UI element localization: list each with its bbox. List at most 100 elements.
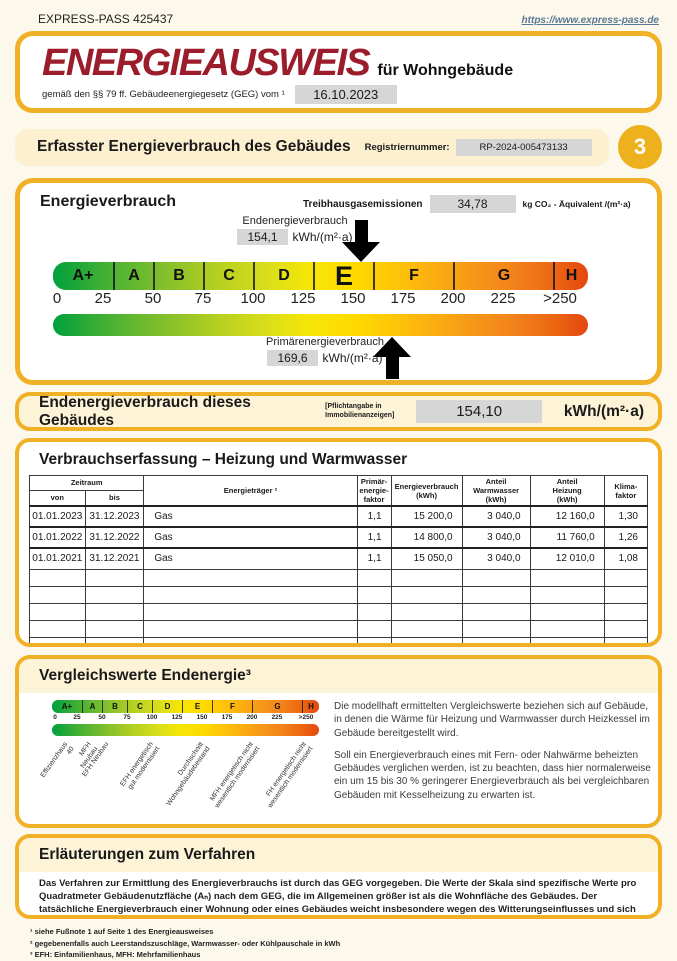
primary-energy-value-row: 169,6 kWh/(m²·a) <box>185 350 465 366</box>
col-header-bis: bis <box>84 489 145 507</box>
ghg-value-field: 34,78 <box>429 195 516 213</box>
col-header-warmwasser: Anteil Warmwasser (kWh) <box>461 475 531 507</box>
comparison-values-box: Vergleichswerte Endenergie³ A+ A B C D E… <box>15 655 662 828</box>
comparison-gradient-bar <box>52 724 319 736</box>
table-row: 01.01.2021 31.12.2021 Gas 1,1 15 050,0 3… <box>29 547 649 570</box>
ghg-emissions-row: Treibhausgasemissionen 34,78 kg CO₂ - Äq… <box>303 195 631 213</box>
ghg-label: Treibhausgasemissionen <box>303 198 423 210</box>
table-title: Verbrauchserfassung – Heizung und Warmwa… <box>39 451 408 468</box>
section-header-bar: Erfasster Energieverbrauch des Gebäudes … <box>15 128 609 166</box>
cmp-class-d: D <box>152 700 182 713</box>
col-header-klimafaktor: Klima- faktor <box>603 475 649 507</box>
scale-class-e-current: E <box>313 262 373 290</box>
table-empty-row <box>29 619 649 638</box>
procedure-explanation-box: Erläuterungen zum Verfahren Das Verfahre… <box>15 834 662 919</box>
primary-energy-value-field: 169,6 <box>267 350 318 366</box>
scale-class-a: A <box>113 262 153 290</box>
comparison-labels: Effizienzhaus 40 MFH Neubau EFH Neubau E… <box>40 739 319 824</box>
cmp-class-e: E <box>182 700 212 713</box>
footnote-1: ¹ siehe Fußnote 1 auf Seite 1 des Energi… <box>30 927 214 936</box>
cmp-class-f: F <box>212 700 252 713</box>
tick-25: 25 <box>94 290 112 307</box>
table-row: 01.01.2022 31.12.2022 Gas 1,1 14 800,0 3… <box>29 526 649 549</box>
table-row: 01.01.2023 31.12.2023 Gas 1,1 15 200,0 3… <box>29 505 649 528</box>
end-energy-marker-arrow-icon <box>342 220 380 262</box>
energy-consumption-box: Energieverbrauch Treibhausgasemissionen … <box>15 178 662 385</box>
cmp-class-g: G <box>252 700 302 713</box>
building-end-energy-value-field: 154,10 <box>416 400 542 423</box>
website-link[interactable]: https://www.express-pass.de <box>521 15 659 26</box>
tick-75: 75 <box>194 290 212 307</box>
end-energy-value-field: 154,1 <box>237 229 288 245</box>
cmp-label-efh-modernisiert: EFH energetisch gut modernisiert <box>119 741 162 791</box>
title-row: ENERGIEAUSWEIS für Wohngebäude <box>42 44 635 82</box>
comparison-explanation-text: Die modellhaft ermittelten Vergleichswer… <box>334 700 652 802</box>
primary-energy-label: Primärenergieverbrauch <box>266 336 384 348</box>
table-empty-row <box>29 636 649 643</box>
energy-box-title: Energieverbrauch <box>40 193 177 210</box>
section-header-row: Erfasster Energieverbrauch des Gebäudes … <box>15 125 662 169</box>
table-empty-row <box>29 602 649 621</box>
primary-energy-unit: kWh/(m²·a) <box>322 351 383 365</box>
title-box: ENERGIEAUSWEIS für Wohngebäude gemäß den … <box>15 31 662 113</box>
tick-175: 175 <box>390 290 416 307</box>
primary-energy-annotation: Primärenergieverbrauch 169,6 kWh/(m²·a) <box>185 336 465 366</box>
document-subtitle: für Wohngebäude <box>377 62 514 79</box>
tick-225: 225 <box>490 290 516 307</box>
page-header: EXPRESS-PASS 425437 https://www.express-… <box>0 0 677 26</box>
consumption-table-box: Verbrauchserfassung – Heizung und Warmwa… <box>15 438 662 647</box>
scale-class-a-plus: A+ <box>72 267 94 284</box>
registration-label: Registriernummer: <box>364 141 450 153</box>
explanation-body: Das Verfahren zur Ermittlung des Energie… <box>39 878 637 916</box>
document-id: EXPRESS-PASS 425437 <box>38 12 174 26</box>
end-energy-label: Endenergieverbrauch <box>242 215 348 227</box>
footnote-3: ³ EFH: Einfamilienhaus, MFH: Mehrfamilie… <box>30 950 201 960</box>
primary-energy-marker-arrow-icon <box>373 337 411 379</box>
scale-class-b: B <box>153 262 203 290</box>
consumption-table: Zeitraum Energieträger ² Primär- energie… <box>28 475 649 643</box>
cmp-class-b: B <box>102 700 127 713</box>
scale-class-h: H <box>553 262 588 290</box>
end-energy-unit: kWh/(m²·a) <box>292 230 353 244</box>
tick-100: 100 <box>240 290 266 307</box>
section-title: Erfasster Energieverbrauch des Gebäudes <box>37 138 351 155</box>
col-header-zeitraum: Zeitraum <box>28 475 145 491</box>
law-reference: gemäß den §§ 79 ff. Gebäudeenergiegesetz… <box>42 89 285 100</box>
comparison-class-scale: A+ A B C D E F G H <box>52 700 319 713</box>
footnote-2: ² gegebenenfalls auch Leerstandszuschläg… <box>30 938 341 948</box>
col-header-verbrauch: Energieverbrauch (kWh) <box>390 475 463 507</box>
footnotes: ¹ siehe Fußnote 1 auf Seite 1 des Energi… <box>30 926 677 961</box>
tick-125: 125 <box>290 290 316 307</box>
explanation-header: Erläuterungen zum Verfahren <box>19 838 658 872</box>
scale-class-d: D <box>253 262 313 290</box>
building-end-energy-unit: kWh/(m²·a) <box>563 402 644 420</box>
table-empty-row <box>29 568 649 587</box>
energy-scale-ticks: 0 25 50 75 100 125 150 175 200 225 >250 <box>53 290 588 312</box>
comparison-title: Vergleichswerte Endenergie³ <box>39 667 251 684</box>
comparison-paragraph-2: Soll ein Energieverbrauch eines mit Fern… <box>334 749 651 801</box>
tick-150: 150 <box>340 290 366 307</box>
law-row: gemäß den §§ 79 ff. Gebäudeenergiegesetz… <box>42 85 635 104</box>
end-energy-annotation: Endenergieverbrauch 154,1 kWh/(m²·a) <box>160 215 430 245</box>
issue-date-field: 16.10.2023 <box>294 85 397 104</box>
energy-class-scale: A+ A B C D E F G H <box>53 262 588 290</box>
comparison-scale-ticks: 0 25 50 75 100 125 150 175 200 225 >250 <box>53 714 314 721</box>
comparison-paragraph-1: Die modellhaft ermittelten Vergleichswer… <box>334 701 650 739</box>
cmp-class-a: A <box>82 700 102 713</box>
table-empty-row <box>29 585 649 604</box>
tick-200: 200 <box>440 290 466 307</box>
primary-energy-gradient-bar <box>53 314 588 336</box>
end-energy-value-row: 154,1 kWh/(m²·a) <box>160 229 430 245</box>
scale-class-g: G <box>453 262 553 290</box>
cmp-label-mfh-nicht-modernisiert: MFH energetisch nicht wesentlich moderni… <box>208 741 262 810</box>
comparison-content: A+ A B C D E F G H 0 25 50 75 100 125 15… <box>19 693 658 824</box>
cmp-label-fh-nicht-modernisiert: FH energetisch nicht wesentlich modernis… <box>265 741 315 810</box>
tick-250plus: >250 <box>543 290 577 307</box>
col-header-pef: Primär- energie- faktor <box>356 475 392 507</box>
scale-class-c: C <box>203 262 253 290</box>
cmp-class-c: C <box>127 700 152 713</box>
ghg-unit: kg CO₂ - Äquivalent /(m²·a) <box>522 199 631 209</box>
comparison-header: Vergleichswerte Endenergie³ <box>19 659 658 693</box>
col-header-heizung: Anteil Heizung (kWh) <box>529 475 605 507</box>
cmp-class-a-plus: A+ <box>61 702 73 711</box>
